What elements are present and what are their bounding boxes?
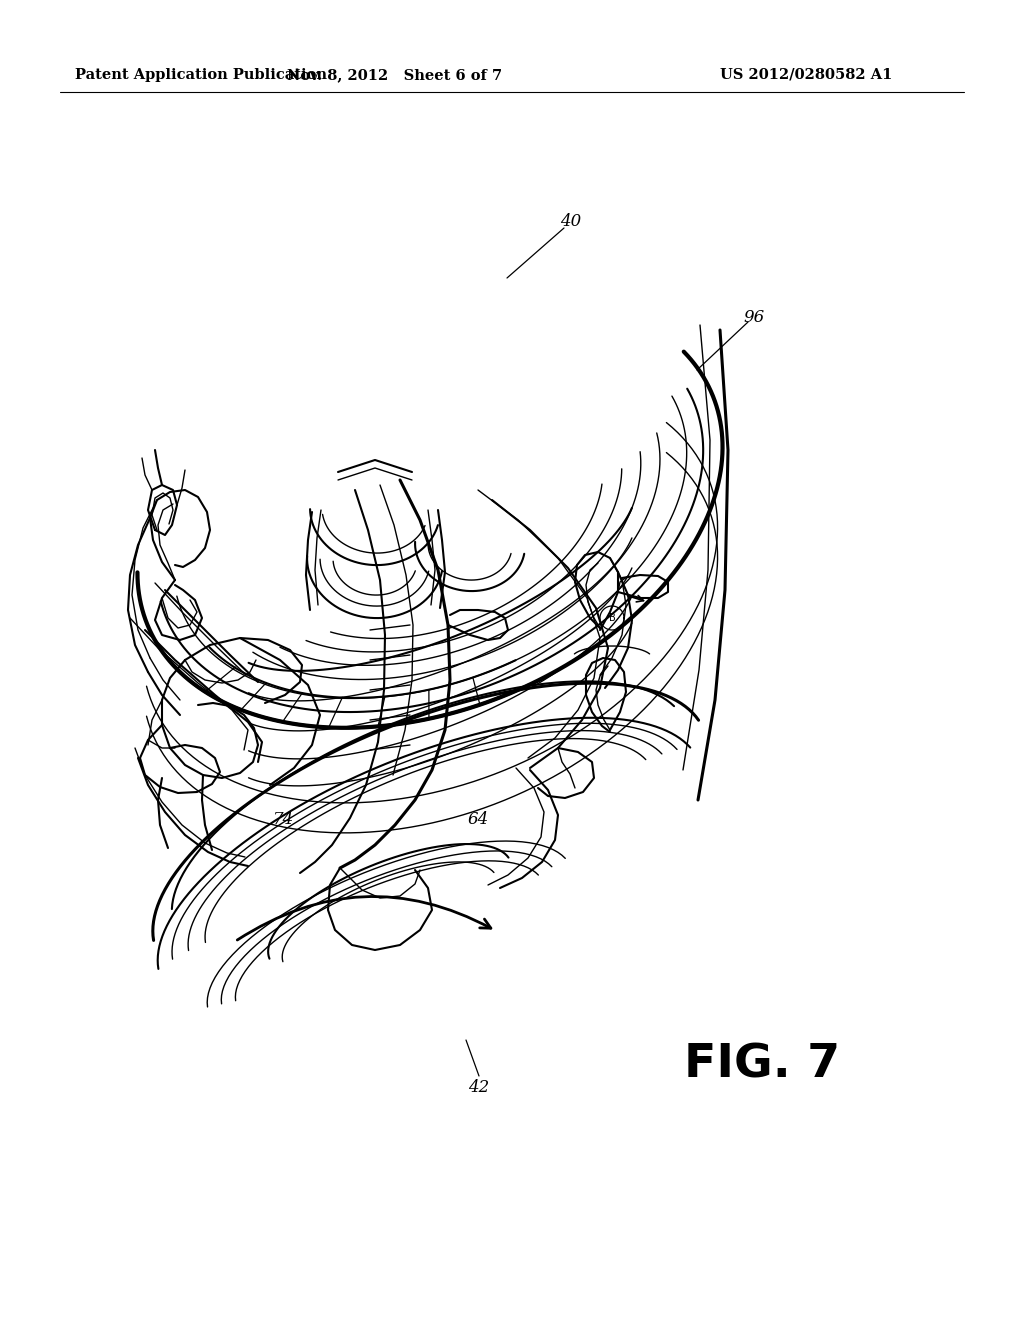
- Text: US 2012/0280582 A1: US 2012/0280582 A1: [720, 69, 892, 82]
- Text: 96: 96: [743, 309, 765, 326]
- Text: Nov. 8, 2012   Sheet 6 of 7: Nov. 8, 2012 Sheet 6 of 7: [288, 69, 503, 82]
- Text: B: B: [608, 612, 615, 623]
- Text: 42: 42: [468, 1078, 489, 1096]
- Text: 40: 40: [560, 214, 582, 231]
- Text: 74: 74: [273, 812, 295, 829]
- Text: FIG. 7: FIG. 7: [684, 1043, 840, 1088]
- Text: 64: 64: [467, 812, 488, 829]
- Text: Patent Application Publication: Patent Application Publication: [75, 69, 327, 82]
